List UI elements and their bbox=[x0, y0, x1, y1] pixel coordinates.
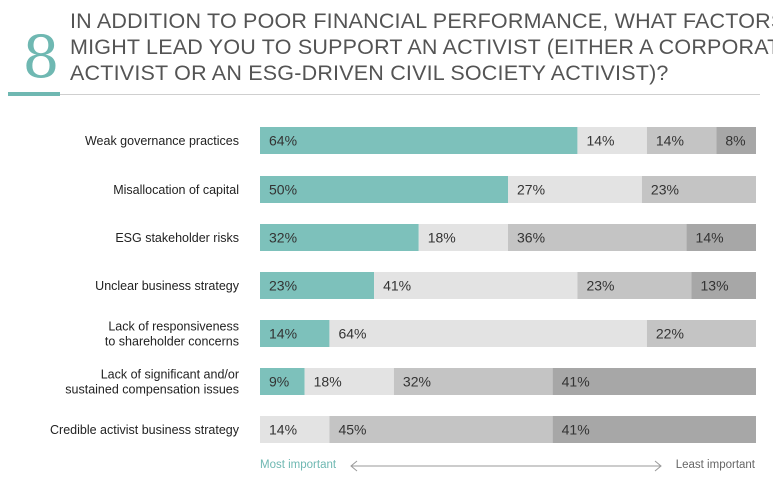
bar-segment bbox=[646, 127, 717, 154]
question-line: MIGHT LEAD YOU TO SUPPORT AN ACTIVIST (E… bbox=[70, 35, 773, 59]
bar-value-label: 8% bbox=[725, 133, 745, 149]
bar-value-label: 45% bbox=[338, 422, 366, 438]
bar-value-label: 50% bbox=[269, 182, 297, 198]
bar-segment bbox=[260, 320, 330, 347]
category-label: Misallocation of capital bbox=[113, 183, 239, 197]
category-label: Unclear business strategy bbox=[95, 279, 240, 293]
bar-value-label: 14% bbox=[586, 133, 614, 149]
category-label: Lack of responsiveness to shareholder con… bbox=[105, 320, 239, 349]
bar-value-label: 22% bbox=[656, 326, 684, 342]
bar-segment bbox=[577, 272, 692, 299]
bar-value-label: 18% bbox=[314, 374, 342, 390]
bar-segment bbox=[691, 272, 756, 299]
bar-value-label: 27% bbox=[517, 182, 545, 198]
bar-value-label: 23% bbox=[586, 278, 614, 294]
bar-value-label: 14% bbox=[696, 230, 724, 246]
bar-value-label: 32% bbox=[403, 374, 431, 390]
bar-segment bbox=[508, 224, 687, 251]
bar-segment bbox=[552, 416, 756, 443]
bar-segment bbox=[418, 224, 508, 251]
bar-value-label: 36% bbox=[517, 230, 545, 246]
bar-segment bbox=[260, 416, 330, 443]
bar-segment bbox=[329, 320, 647, 347]
bar-segment bbox=[393, 368, 553, 395]
bar-segment bbox=[686, 224, 756, 251]
bar-segment bbox=[260, 127, 578, 154]
bar-segment bbox=[260, 368, 305, 395]
bar-segment bbox=[304, 368, 394, 395]
bar-value-label: 14% bbox=[269, 422, 297, 438]
bar-value-label: 32% bbox=[269, 230, 297, 246]
bar-segment bbox=[641, 176, 756, 203]
bar-value-label: 23% bbox=[651, 182, 679, 198]
bar-value-label: 13% bbox=[701, 278, 729, 294]
header-divider bbox=[60, 94, 760, 95]
bar-value-label: 14% bbox=[656, 133, 684, 149]
question-number: 8 bbox=[22, 23, 60, 91]
category-label: Credible activist business strategy bbox=[50, 423, 240, 437]
bar-value-label: 18% bbox=[428, 230, 456, 246]
bar-value-label: 41% bbox=[562, 374, 590, 390]
legend-most-important: Most important bbox=[260, 459, 337, 471]
bar-value-label: 64% bbox=[338, 326, 366, 342]
legend-double-arrow-icon bbox=[350, 460, 662, 472]
question-title: IN ADDITION TO POOR FINANCIAL PERFORMANC… bbox=[70, 8, 773, 86]
question-header: 8 IN ADDITION TO POOR FINANCIAL PERFORMA… bbox=[0, 0, 773, 100]
bar-segment bbox=[329, 416, 553, 443]
question-line: IN ADDITION TO POOR FINANCIAL PERFORMANC… bbox=[70, 9, 773, 33]
category-label: Lack of significant and/or sustained comp… bbox=[65, 368, 239, 397]
bar-segment bbox=[716, 127, 756, 154]
bar-segment bbox=[374, 272, 578, 299]
category-label: ESG stakeholder risks bbox=[115, 231, 239, 245]
question-line: ACTIVIST OR AN ESG-DRIVEN CIVIL SOCIETY … bbox=[70, 61, 669, 85]
bar-value-label: 41% bbox=[562, 422, 590, 438]
bar-segment bbox=[552, 368, 756, 395]
bar-value-label: 9% bbox=[269, 374, 289, 390]
bar-value-label: 41% bbox=[383, 278, 411, 294]
bar-value-label: 64% bbox=[269, 133, 297, 149]
bar-value-label: 14% bbox=[269, 326, 297, 342]
legend-least-important: Least important bbox=[675, 459, 755, 471]
bar-value-label: 23% bbox=[269, 278, 297, 294]
bar-segment bbox=[646, 320, 756, 347]
bar-segment bbox=[508, 176, 642, 203]
bar-segment bbox=[260, 224, 419, 251]
question-accent-rule bbox=[8, 92, 60, 96]
bar-segment bbox=[260, 176, 508, 203]
category-label: Weak governance practices bbox=[85, 134, 239, 148]
bar-segment bbox=[260, 272, 375, 299]
bar-segment bbox=[577, 127, 647, 154]
stacked-bar-chart: 64% 14% 14% 8% Weak governance practices 50% 2… bbox=[50, 127, 756, 443]
